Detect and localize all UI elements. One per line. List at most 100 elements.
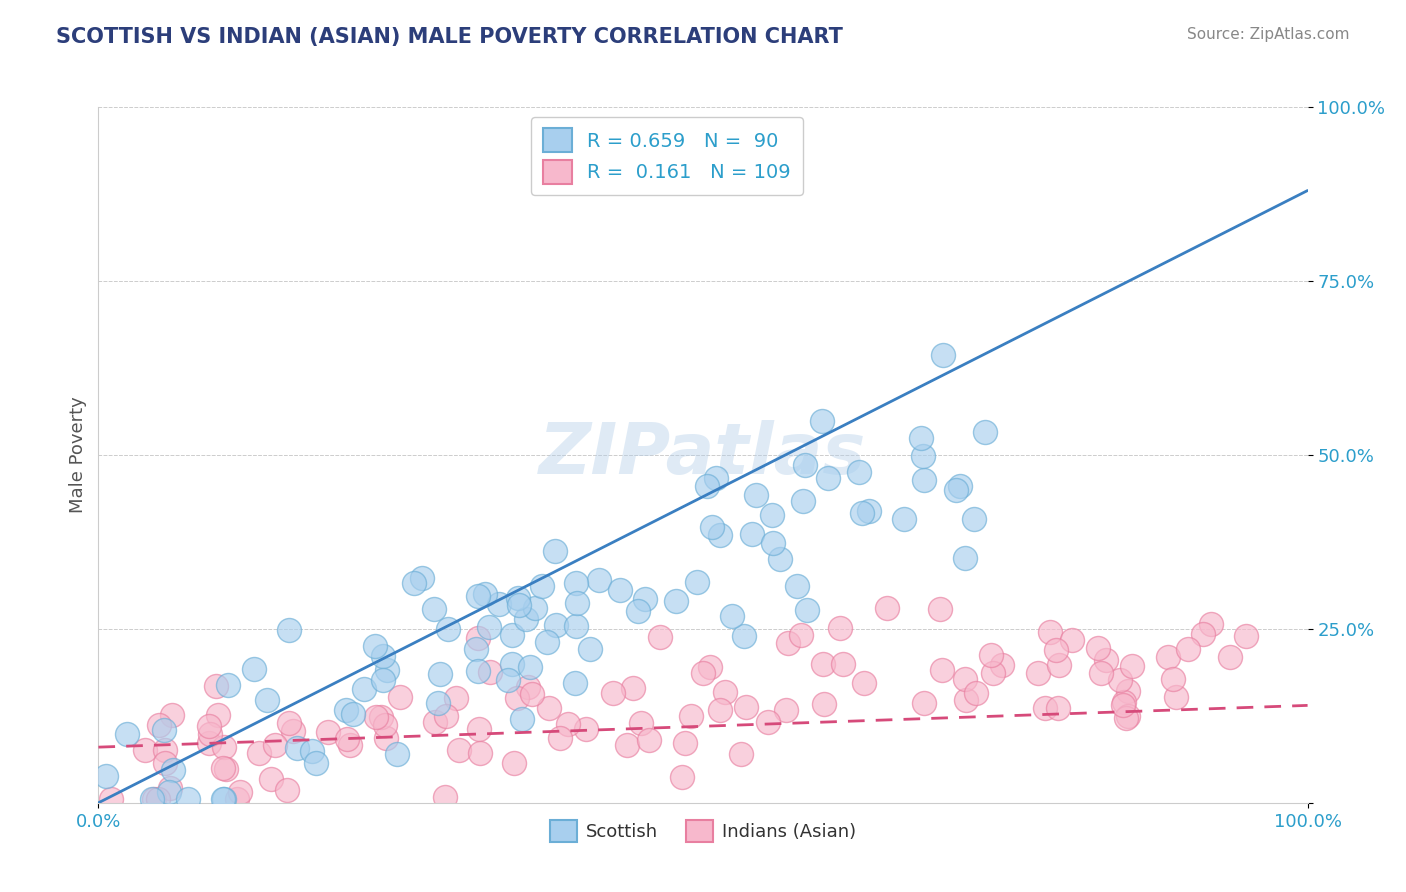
Point [264,739,287,753]
Point [176,792,198,806]
Point [247,746,270,760]
Point [741,527,763,541]
Point [602,686,624,700]
Point [1046,700,1069,714]
Point [538,701,561,715]
Point [148,792,170,806]
Point [775,703,797,717]
Point [794,458,817,472]
Point [796,602,818,616]
Point [519,659,541,673]
Point [955,693,977,707]
Point [374,718,396,732]
Point [929,601,952,615]
Point [745,487,768,501]
Point [730,747,752,762]
Y-axis label: Male Poverty: Male Poverty [69,397,87,513]
Legend: Scottish, Indians (Asian): Scottish, Indians (Asian) [543,813,863,849]
Point [914,697,936,711]
Point [1039,625,1062,640]
Point [981,665,1004,680]
Point [811,657,834,671]
Point [502,756,524,771]
Point [301,744,323,758]
Point [366,709,388,723]
Point [212,740,235,755]
Point [578,642,600,657]
Point [848,465,870,479]
Point [1199,617,1222,632]
Point [811,414,834,428]
Point [242,663,264,677]
Point [564,676,586,690]
Point [792,494,814,508]
Point [756,715,779,730]
Point [353,681,375,696]
Point [1045,643,1067,657]
Point [501,657,523,672]
Point [434,708,457,723]
Point [157,785,180,799]
Point [531,579,554,593]
Point [1234,629,1257,643]
Point [214,763,236,777]
Point [876,600,898,615]
Point [278,624,301,638]
Point [142,792,165,806]
Point [1033,701,1056,715]
Point [501,628,523,642]
Point [1157,649,1180,664]
Point [564,619,586,633]
Point [429,666,451,681]
Point [713,684,735,698]
Point [474,587,496,601]
Point [335,703,357,717]
Point [375,663,398,677]
Point [470,747,492,761]
Point [627,604,650,618]
Point [423,715,446,730]
Point [523,601,546,615]
Point [496,673,519,688]
Point [1115,711,1137,725]
Point [832,657,855,671]
Point [197,719,219,733]
Point [370,710,392,724]
Point [115,727,138,741]
Point [1087,640,1109,655]
Point [1047,658,1070,673]
Point [1116,684,1139,698]
Point [433,790,456,805]
Point [159,780,181,795]
Point [575,723,598,737]
Point [1062,632,1084,647]
Point [1161,672,1184,686]
Point [153,723,176,737]
Point [790,628,813,642]
Point [616,738,638,752]
Point [1095,653,1118,667]
Point [696,479,718,493]
Point [427,696,450,710]
Point [1114,695,1136,709]
Point [402,576,425,591]
Point [506,691,529,706]
Point [945,483,967,497]
Point [685,574,707,589]
Point [709,703,731,717]
Point [536,635,558,649]
Point [1192,627,1215,641]
Point [912,450,935,464]
Point [852,676,875,690]
Point [467,589,489,603]
Point [281,723,304,738]
Point [565,596,588,610]
Point [423,601,446,615]
Point [557,716,579,731]
Point [364,639,387,653]
Point [465,642,488,657]
Point [955,673,977,687]
Point [508,599,530,613]
Point [544,618,567,632]
Point [467,664,489,678]
